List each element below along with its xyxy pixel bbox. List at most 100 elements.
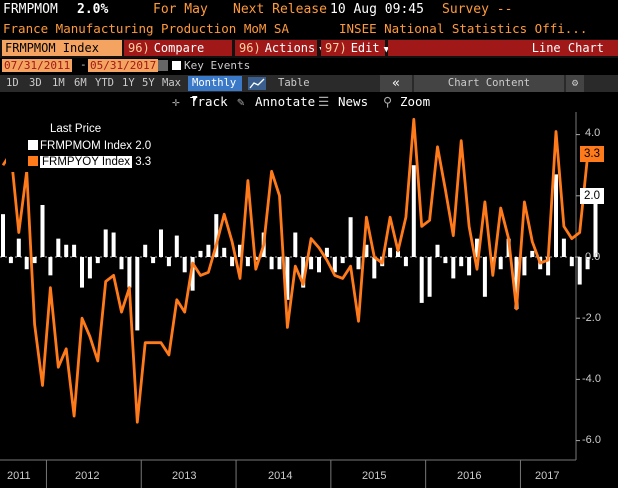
date-separator: - [80, 58, 87, 71]
legend-item-yoy-name: FRMPYOY Index [40, 156, 132, 168]
y-tick-label: -2.0 [582, 312, 601, 324]
crosshair-icon: ✛ [172, 94, 180, 109]
mom-bar [8, 257, 13, 264]
period-3d[interactable]: 3D [29, 77, 42, 89]
legend-item-yoy[interactable]: FRMPYOY Index 3.3 [28, 156, 151, 169]
period-1y[interactable]: 1Y [122, 77, 135, 89]
mom-bar [16, 238, 21, 257]
mom-bar [427, 257, 432, 297]
mom-bar [24, 257, 29, 270]
track-button[interactable]: Track [190, 94, 228, 109]
mom-bar [198, 250, 203, 257]
mom-bar [419, 257, 424, 303]
key-events-checkbox[interactable] [172, 61, 181, 70]
chart-content-button[interactable]: Chart Content [414, 75, 564, 92]
mom-bar [585, 257, 590, 270]
security-header: FRMPMOM 2.0% For May Next Release 10 Aug… [0, 0, 618, 20]
collapse-icon[interactable]: « [380, 75, 412, 92]
mom-bar [159, 229, 163, 257]
mom-bar [372, 257, 377, 279]
mom-bar [293, 232, 298, 257]
mom-bar [577, 257, 582, 285]
last-value: 2.0% [77, 2, 109, 17]
mom-bar [482, 257, 487, 297]
calendar-icon[interactable] [158, 60, 168, 71]
compare-label: Compare [153, 41, 205, 55]
edit-button[interactable]: 97) Edit ▼ [321, 40, 389, 56]
mom-bar [72, 244, 77, 257]
frequency-select[interactable]: Monthly ▼ [188, 76, 242, 104]
period-max[interactable]: Max [162, 77, 181, 89]
mom-bar [498, 257, 503, 270]
yoy-last-value-tag: 3.3 [580, 146, 604, 162]
mom-last-value-tag: 2.0 [580, 188, 604, 204]
mom-bar [95, 257, 100, 264]
chevron-down-icon: ▼ [192, 94, 198, 104]
actions-label: Actions [264, 41, 316, 55]
mom-bar [230, 257, 235, 267]
main-toolbar: FRMPMOM Index 96)Compare 96)Actions▼ 97)… [0, 39, 618, 58]
mom-bar [388, 247, 393, 257]
period-bar: 1D 3D 1M 6M YTD 1Y 5Y Max Monthly ▼ Tabl… [0, 75, 618, 104]
mom-bar [530, 250, 535, 257]
x-tick-label: 2015 [362, 470, 387, 482]
x-tick-label: 2017 [535, 470, 560, 482]
x-tick-label: 2016 [457, 470, 482, 482]
actions-button[interactable]: 96)Actions▼ [235, 40, 325, 56]
period-1m[interactable]: 1M [52, 77, 65, 89]
y-tick-label: 4.0 [585, 127, 601, 139]
mom-bar [561, 238, 566, 257]
chart-content-label: Chart Content [447, 77, 531, 89]
table-button[interactable]: Table [278, 77, 310, 89]
line-chart-icon[interactable] [248, 77, 266, 90]
key-events-label: Key Events [184, 59, 251, 72]
chart-tools-bar: ✛ Track ✎ Annotate ☰ News ⚲ Zoom [160, 92, 460, 112]
mom-bar [356, 257, 361, 270]
mom-bar [190, 257, 195, 291]
chart-type-label[interactable]: Line Chart [531, 41, 604, 55]
zoom-button[interactable]: Zoom [400, 94, 431, 109]
mom-bar [514, 257, 519, 310]
period-6m[interactable]: 6M [74, 77, 87, 89]
end-date-input[interactable]: 05/31/2017 [88, 59, 159, 72]
start-date-input[interactable]: 07/31/2011 [2, 59, 73, 72]
gear-icon[interactable]: ⚙ [566, 75, 584, 92]
mom-bar [245, 257, 250, 267]
x-tick-label: 2013 [172, 470, 197, 482]
chevron-down-icon: ▼ [383, 45, 390, 55]
mom-bar [546, 257, 551, 276]
period-ytd[interactable]: YTD [95, 77, 114, 89]
mom-bar [348, 217, 353, 257]
mom-bar [214, 214, 219, 257]
mom-bar [1, 214, 5, 257]
legend-title: Last Price [50, 123, 102, 135]
mom-bar [451, 257, 456, 279]
compare-button[interactable]: 96) Compare [124, 40, 232, 56]
compare-number: 96) [128, 41, 150, 55]
y-tick-label: -6.0 [582, 434, 601, 446]
mom-bar [340, 257, 345, 264]
mom-bar [222, 247, 227, 257]
legend-item-mom-value: 2.0 [135, 140, 152, 152]
mom-bar [301, 257, 306, 288]
annotate-button[interactable]: Annotate [255, 94, 316, 109]
mom-bar [135, 257, 140, 331]
news-button[interactable]: News [338, 94, 369, 109]
frequency-value: Monthly [192, 77, 237, 89]
mom-bar [593, 195, 598, 257]
legend-item-mom[interactable]: FRMPMOM Index 2.0 [28, 140, 151, 153]
period-5y[interactable]: 5Y [142, 77, 155, 89]
mom-bar [435, 244, 440, 257]
period-1d[interactable]: 1D [6, 77, 19, 89]
mom-bar [324, 247, 329, 257]
toolbar-spacer [388, 40, 618, 56]
mom-bar [411, 165, 416, 257]
mom-bar [103, 229, 108, 257]
news-icon: ☰ [318, 94, 330, 109]
survey: Survey -- [442, 2, 513, 17]
mom-bar [403, 257, 408, 267]
mom-bar [309, 257, 314, 270]
mom-bar [87, 257, 92, 279]
security-field[interactable]: FRMPMOM Index [2, 40, 122, 56]
